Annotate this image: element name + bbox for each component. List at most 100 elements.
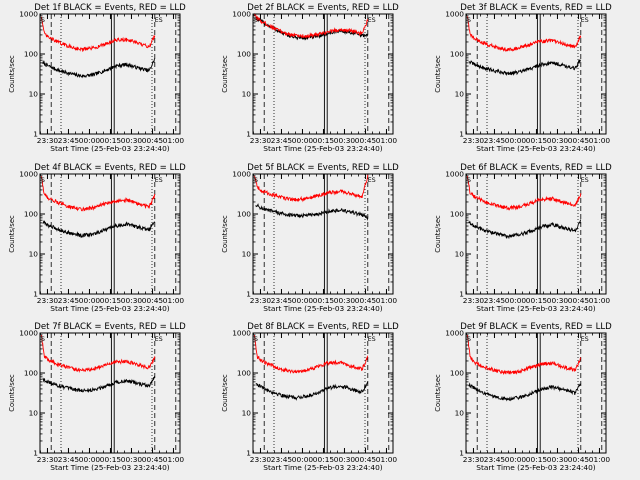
x-tick-label: 01:00	[163, 136, 185, 145]
x-tick-label: 01:00	[589, 296, 611, 305]
x-tick-label: 23:30	[37, 136, 59, 145]
chart-title: Det 8f BLACK = Events, RED = LLD	[247, 322, 399, 332]
x-tick-label: 00:15	[100, 136, 122, 145]
x-axis-label: Start Time (25-Feb-03 23:24:40)	[263, 304, 382, 313]
chart-title: Det 3f BLACK = Events, RED = LLD	[460, 3, 612, 13]
x-tick-label: 23:30	[463, 136, 485, 145]
chart-panel-1: Det 1f BLACK = Events, RED = LLD 1 10 100 10…	[8, 3, 186, 153]
series-line-lld	[466, 176, 582, 211]
x-tick-label: 01:00	[163, 296, 185, 305]
x-tick-label: 00:45	[355, 136, 377, 145]
y-tick-label: 1	[33, 130, 38, 139]
y-tick-label: 100	[237, 369, 251, 378]
series-line-lld	[253, 174, 369, 203]
x-tick-label: 23:45	[271, 455, 293, 464]
y-tick-label: 1	[33, 290, 38, 299]
y-tick-label: 1	[459, 130, 464, 139]
y-tick-label: 10	[455, 250, 465, 259]
start-marker-label: S	[254, 336, 258, 343]
y-tick-label: 10	[242, 90, 252, 99]
series-line-lld	[40, 334, 156, 374]
series-line-events	[255, 203, 369, 222]
start-marker-label: S	[41, 17, 45, 24]
y-tick-label: 10	[29, 250, 39, 259]
x-tick-label: 23:30	[37, 455, 59, 464]
y-tick-label: 100	[237, 50, 251, 59]
y-tick-label: 1000	[19, 170, 38, 179]
start-marker-label: S	[254, 17, 258, 24]
x-tick-label: 01:00	[376, 296, 398, 305]
y-axis-label: Counts/sec	[434, 215, 442, 253]
end-marker-label: ES	[581, 177, 589, 184]
x-axis-label: Start Time (25-Feb-03 23:24:40)	[476, 144, 595, 153]
y-tick-label: 1000	[232, 10, 251, 19]
start-marker-label: S	[467, 336, 471, 343]
x-tick-label: 00:30	[334, 455, 356, 464]
y-tick-label: 1000	[19, 329, 38, 338]
x-tick-label: 00:45	[355, 455, 377, 464]
x-tick-label: 00:15	[526, 455, 548, 464]
x-axis-label: Start Time (25-Feb-03 23:24:40)	[476, 463, 595, 472]
x-tick-label: 23:45	[484, 296, 506, 305]
x-axis-label: Start Time (25-Feb-03 23:24:40)	[50, 144, 169, 153]
series-line-events	[468, 382, 582, 402]
y-tick-label: 1000	[445, 170, 464, 179]
x-tick-label: 23:45	[484, 455, 506, 464]
x-tick-label: 23:45	[271, 296, 293, 305]
x-tick-label: 00:30	[121, 296, 143, 305]
x-tick-label: 23:30	[250, 455, 272, 464]
start-marker-label: S	[254, 177, 258, 184]
x-tick-label: 00:30	[547, 136, 569, 145]
x-tick-label: 01:00	[163, 455, 185, 464]
chart-panel-9: Det 9f BLACK = Events, RED = LLD 1 10 100 10…	[434, 322, 612, 472]
x-tick-label: 00:00	[79, 136, 101, 145]
end-marker-label: ES	[155, 17, 163, 24]
y-tick-label: 100	[24, 50, 38, 59]
x-tick-label: 00:00	[505, 455, 527, 464]
x-tick-label: 01:00	[589, 455, 611, 464]
y-tick-label: 10	[242, 250, 252, 259]
chart-title: Det 5f BLACK = Events, RED = LLD	[247, 163, 399, 173]
y-tick-label: 1	[459, 290, 464, 299]
chart-panel-2: Det 2f BLACK = Events, RED = LLD 1 10 100 10…	[221, 3, 399, 153]
x-axis-label: Start Time (25-Feb-03 23:24:40)	[476, 304, 595, 313]
x-tick-label: 00:45	[142, 296, 164, 305]
end-marker-label: ES	[368, 17, 376, 24]
end-marker-label: ES	[581, 336, 589, 343]
y-axis-label: Counts/sec	[434, 55, 442, 93]
y-tick-label: 100	[450, 50, 464, 59]
series-line-lld	[40, 176, 156, 212]
chart-title: Det 6f BLACK = Events, RED = LLD	[460, 163, 612, 173]
chart-panel-8: Det 8f BLACK = Events, RED = LLD 1 10 100 10…	[221, 322, 399, 472]
chart-panel-5: Det 5f BLACK = Events, RED = LLD 1 10 100 10…	[221, 163, 399, 313]
y-tick-label: 1000	[445, 329, 464, 338]
series-line-events	[255, 381, 369, 401]
y-tick-label: 10	[455, 409, 465, 418]
y-axis-label: Counts/sec	[8, 215, 16, 253]
y-tick-label: 1000	[445, 10, 464, 19]
x-tick-label: 23:30	[37, 296, 59, 305]
x-tick-label: 00:45	[142, 455, 164, 464]
chart-panel-7: Det 7f BLACK = Events, RED = LLD 1 10 100 10…	[8, 322, 186, 472]
y-tick-label: 1	[459, 449, 464, 458]
x-tick-label: 00:00	[292, 455, 314, 464]
x-tick-label: 00:30	[547, 296, 569, 305]
start-marker-label: S	[467, 17, 471, 24]
x-axis-label: Start Time (25-Feb-03 23:24:40)	[263, 144, 382, 153]
series-line-lld	[40, 16, 156, 53]
x-tick-label: 00:45	[568, 136, 590, 145]
x-tick-label: 01:00	[376, 136, 398, 145]
end-marker-label: ES	[155, 177, 163, 184]
y-tick-label: 1	[246, 130, 251, 139]
x-tick-label: 23:45	[271, 136, 293, 145]
x-tick-label: 00:45	[568, 455, 590, 464]
end-marker-label: ES	[368, 336, 376, 343]
x-tick-label: 00:30	[121, 136, 143, 145]
y-tick-label: 1	[246, 290, 251, 299]
x-tick-label: 23:30	[463, 296, 485, 305]
x-tick-label: 23:45	[58, 455, 80, 464]
y-axis-label: Counts/sec	[221, 215, 229, 253]
x-tick-label: 00:00	[79, 455, 101, 464]
y-tick-label: 10	[455, 90, 465, 99]
